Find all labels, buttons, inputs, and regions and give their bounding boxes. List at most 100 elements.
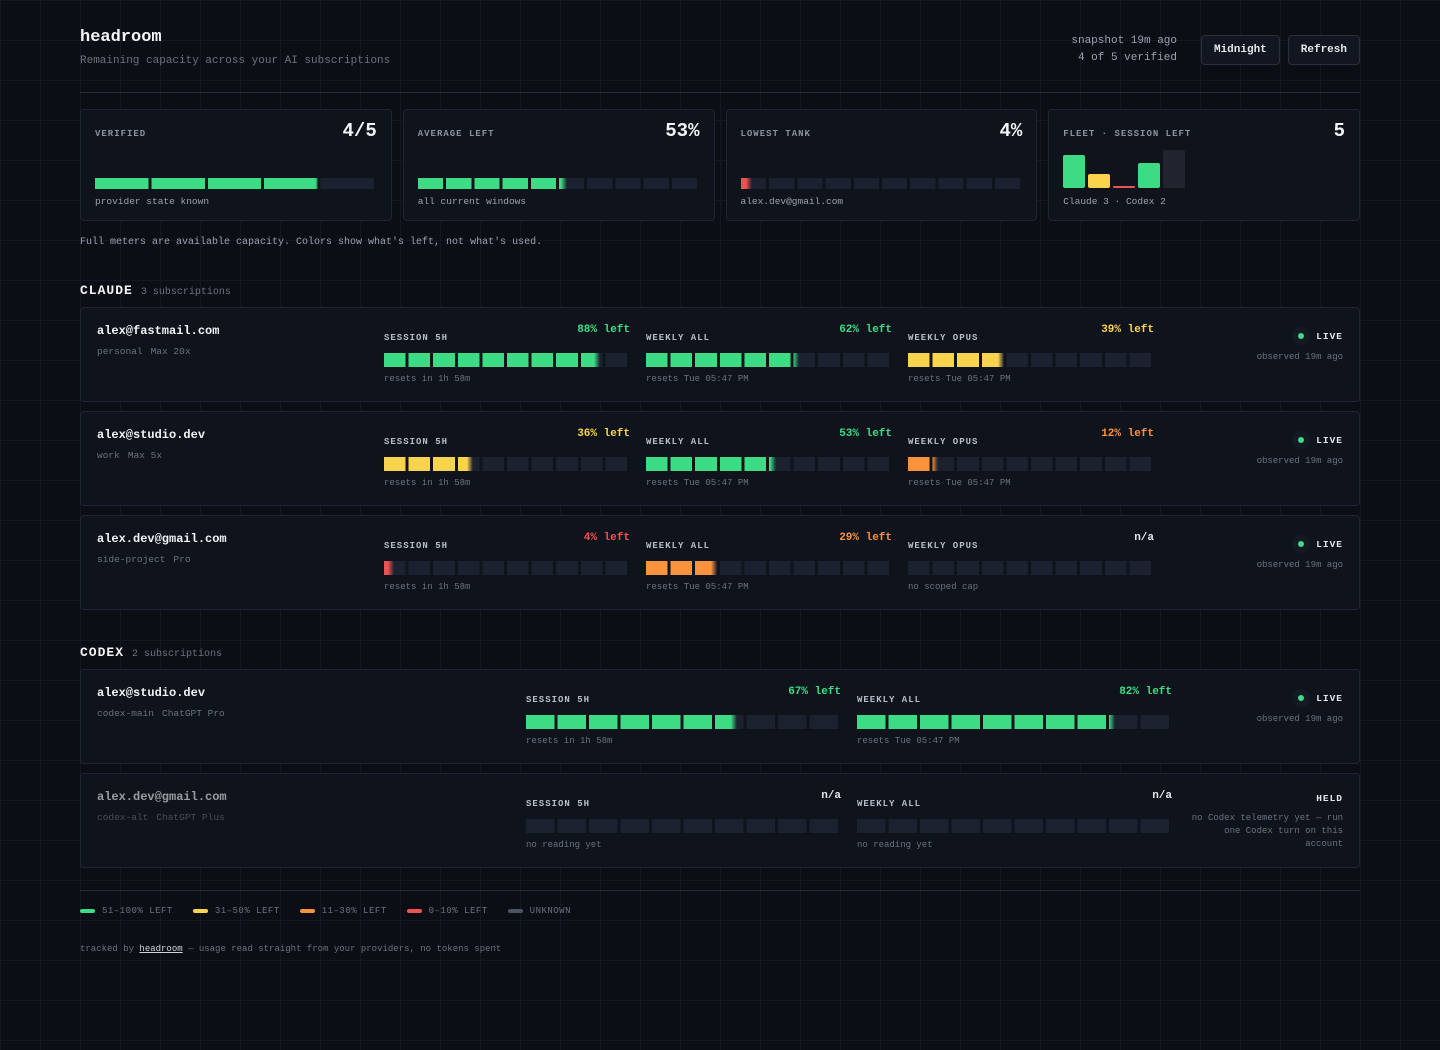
footer-prefix: tracked by: [80, 944, 135, 954]
meter-track: [646, 561, 892, 575]
account-tags: codex-alt ChatGPT Plus: [97, 812, 510, 823]
account-tag: codex-alt: [97, 812, 149, 823]
card-value: 5: [1333, 120, 1345, 142]
usage-meter: WEEKLY ALL 62% left resets Tue 05:47 PM: [646, 308, 892, 401]
meter-fill: [384, 457, 473, 471]
meter-percent: n/a: [1152, 790, 1172, 802]
meter-label: SESSION 5H: [526, 799, 591, 809]
meter-reset: resets in 1h 58m: [526, 736, 613, 746]
meter-label: WEEKLY ALL: [857, 799, 922, 809]
dot-core: [1298, 437, 1305, 443]
summary-cards: VERIFIED 4/5 provider state known AVERAGE L…: [80, 109, 1360, 221]
theme-button[interactable]: Midnight: [1200, 35, 1280, 65]
fleet-chart: [1063, 150, 1187, 188]
account-tag: work: [97, 450, 120, 461]
meter-label: SESSION 5H: [384, 437, 449, 447]
status-text: LIVE: [1316, 692, 1343, 704]
meter-percent: 36% left: [577, 428, 630, 440]
meter-fill: [384, 561, 394, 575]
status-badge: LIVE: [1292, 431, 1343, 449]
account-tags: personal Max 20x: [97, 346, 368, 357]
meter-track: [384, 353, 630, 367]
card-meter: [740, 178, 1023, 189]
legend-item: 0–10% LEFT: [406, 906, 488, 916]
account-email: alex@fastmail.com: [97, 324, 220, 338]
meter-label: WEEKLY ALL: [646, 333, 711, 343]
app-title: headroom: [80, 28, 162, 47]
usage-meter: WEEKLY ALL n/a no reading yet: [857, 774, 1172, 867]
status-text: LIVE: [1316, 434, 1343, 446]
status: LIVE observed 19m ago: [1170, 516, 1343, 609]
status-text: HELD: [1316, 793, 1343, 804]
account-plan: Max 5x: [127, 450, 163, 461]
status-dot: [1292, 431, 1311, 449]
card-meter: [417, 178, 700, 189]
card-label: AVERAGE LEFT: [417, 129, 495, 139]
meter-fill: [526, 715, 738, 729]
status-dot: [1292, 535, 1311, 553]
meter-label: WEEKLY OPUS: [908, 541, 979, 551]
meter-percent: 12% left: [1101, 428, 1154, 440]
dot-core: [1298, 333, 1305, 339]
meter-fill: [417, 178, 568, 189]
footer-link[interactable]: headroom: [139, 944, 183, 954]
meter-fill: [857, 715, 1116, 729]
section-count: 2 subscriptions: [132, 649, 223, 660]
meter-label: WEEKLY OPUS: [908, 437, 979, 447]
account-email: alex.dev@gmail.com: [97, 790, 227, 804]
meter-fill: [908, 353, 1004, 367]
verified-count: 4 of 5 verified: [1077, 52, 1177, 64]
meter-percent: 29% left: [839, 532, 892, 544]
legend-item: UNKNOWN: [507, 906, 571, 916]
dot-core: [1298, 695, 1305, 701]
legend-item: 11–30% LEFT: [299, 906, 387, 916]
fleet-bar: [1063, 154, 1086, 188]
account-tag: personal: [97, 346, 143, 357]
refresh-button[interactable]: Refresh: [1287, 35, 1360, 65]
fleet-bar: [1088, 174, 1111, 188]
meter-track: [526, 819, 841, 833]
usage-meter: WEEKLY OPUS 12% left resets Tue 05:47 PM: [908, 412, 1154, 505]
card-caption: alex.dev@gmail.com: [740, 196, 844, 207]
status-text: LIVE: [1316, 538, 1343, 550]
legend-label: 0–10% LEFT: [428, 906, 488, 916]
meter-reset: resets Tue 05:47 PM: [857, 736, 960, 746]
usage-meter: SESSION 5H n/a no reading yet: [526, 774, 841, 867]
dashboard: headroom Remaining capacity across your …: [80, 0, 1360, 954]
meter-track: [646, 457, 892, 471]
card-value: 4/5: [342, 120, 377, 142]
account-plan: Max 20x: [150, 346, 191, 357]
section-name: CODEX: [80, 645, 125, 660]
status-dot: [1292, 689, 1311, 707]
usage-meter: SESSION 5H 4% left resets in 1h 58m: [384, 516, 630, 609]
legend-swatch: [406, 909, 422, 913]
status: LIVE observed 19m ago: [1188, 670, 1343, 763]
account-tags: codex-main ChatGPT Pro: [97, 708, 510, 719]
account-plan: Pro: [173, 554, 191, 565]
sections: CLAUDE 3 subscriptions alex@fastmail.com pe…: [80, 283, 1360, 868]
status-badge: HELD: [1316, 793, 1343, 804]
snapshot-info: snapshot 19m ago 4 of 5 verified: [1071, 33, 1177, 67]
legend: 51–100% LEFT 31–50% LEFT 11–30% LEFT 0–10% …: [80, 890, 1360, 916]
status-observed: observed 19m ago: [1256, 560, 1343, 570]
status: LIVE observed 19m ago: [1170, 412, 1343, 505]
app-subtitle: Remaining capacity across your AI subscr…: [80, 55, 391, 67]
status-observed: no Codex telemetry yet — run one Codex t…: [1191, 813, 1343, 849]
summary-card: AVERAGE LEFT 53% all current windows: [402, 109, 715, 221]
meter-reset: resets Tue 05:47 PM: [646, 374, 749, 384]
note: Full meters are available capacity. Colo…: [80, 237, 543, 248]
section-title: CLAUDE 3 subscriptions: [80, 283, 1360, 298]
meter-track: [908, 457, 1154, 471]
account-tags: side-project Pro: [97, 554, 368, 565]
meter-fill: [646, 353, 799, 367]
usage-meter: WEEKLY ALL 29% left resets Tue 05:47 PM: [646, 516, 892, 609]
dot-core: [1298, 541, 1305, 547]
section-rows: alex@studio.dev codex-main ChatGPT Pro SESS…: [80, 669, 1360, 868]
meter-label: SESSION 5H: [526, 695, 591, 705]
legend-label: 11–30% LEFT: [321, 906, 387, 916]
fleet-bar: [1113, 186, 1136, 188]
card-label: VERIFIED: [95, 129, 147, 139]
account-email: alex.dev@gmail.com: [97, 532, 227, 546]
meter-percent: 62% left: [839, 324, 892, 336]
meter-percent: 82% left: [1119, 686, 1172, 698]
